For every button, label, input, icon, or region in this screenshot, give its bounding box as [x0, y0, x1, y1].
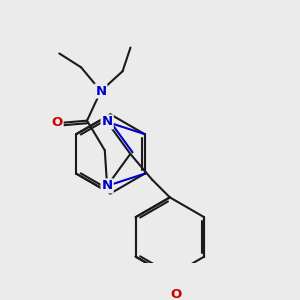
- Text: N: N: [101, 116, 113, 128]
- Text: N: N: [95, 85, 106, 98]
- Text: N: N: [101, 179, 113, 192]
- Text: O: O: [170, 288, 182, 300]
- Text: O: O: [51, 116, 63, 130]
